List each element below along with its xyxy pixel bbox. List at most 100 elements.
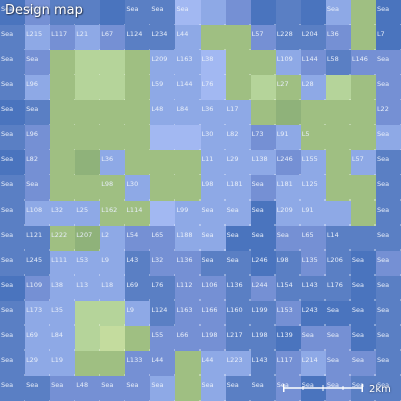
map-cell[interactable] xyxy=(150,200,176,226)
map-cell[interactable] xyxy=(350,125,376,151)
sea-cell[interactable]: Sea xyxy=(375,225,401,251)
sea-cell[interactable]: Sea xyxy=(125,0,151,26)
land-cell[interactable]: L25 xyxy=(75,200,101,226)
land-cell[interactable]: L217 xyxy=(225,325,251,351)
map-cell[interactable] xyxy=(150,150,176,176)
land-cell[interactable]: L76 xyxy=(150,275,176,301)
map-cell[interactable] xyxy=(75,300,101,326)
map-cell[interactable] xyxy=(125,50,151,76)
land-cell[interactable]: L98 xyxy=(275,250,301,276)
land-cell[interactable]: L17 xyxy=(225,100,251,126)
sea-cell[interactable]: Sea xyxy=(0,25,26,51)
land-cell[interactable]: L162 xyxy=(100,200,126,226)
land-cell[interactable]: L7 xyxy=(375,25,401,51)
land-cell[interactable]: L73 xyxy=(250,125,276,151)
map-cell[interactable] xyxy=(100,325,126,351)
land-cell[interactable]: L65 xyxy=(300,225,326,251)
land-cell[interactable]: L96 xyxy=(25,125,51,151)
land-cell[interactable]: L54 xyxy=(125,225,151,251)
land-cell[interactable]: L11 xyxy=(200,150,226,176)
land-cell[interactable]: L30 xyxy=(200,125,226,151)
map-cell[interactable] xyxy=(325,200,351,226)
map-cell[interactable] xyxy=(125,100,151,126)
land-cell[interactable]: L18 xyxy=(100,275,126,301)
land-cell[interactable]: L121 xyxy=(25,225,51,251)
sea-cell[interactable]: Sea xyxy=(200,225,226,251)
sea-cell[interactable]: Sea xyxy=(25,50,51,76)
sea-cell[interactable]: Sea xyxy=(375,150,401,176)
land-cell[interactable]: L19 xyxy=(50,350,76,376)
land-cell[interactable]: L14 xyxy=(325,225,351,251)
land-cell[interactable]: L245 xyxy=(25,250,51,276)
sea-cell[interactable]: Sea xyxy=(375,250,401,276)
land-cell[interactable]: L13 xyxy=(75,275,101,301)
map-cell[interactable] xyxy=(225,50,251,76)
land-cell[interactable]: L223 xyxy=(225,350,251,376)
land-cell[interactable]: L57 xyxy=(350,150,376,176)
land-cell[interactable]: L244 xyxy=(250,275,276,301)
land-cell[interactable]: L21 xyxy=(75,25,101,51)
sea-cell[interactable]: Sea xyxy=(375,375,401,401)
land-cell[interactable]: L32 xyxy=(50,200,76,226)
land-cell[interactable]: L136 xyxy=(175,250,201,276)
land-cell[interactable]: L91 xyxy=(275,125,301,151)
land-cell[interactable]: L84 xyxy=(50,325,76,351)
land-cell[interactable]: L176 xyxy=(325,275,351,301)
land-cell[interactable]: L66 xyxy=(175,325,201,351)
map-cell[interactable] xyxy=(175,125,201,151)
sea-cell[interactable]: Sea xyxy=(150,375,176,401)
sea-cell[interactable]: Sea xyxy=(125,375,151,401)
map-cell[interactable] xyxy=(350,75,376,101)
land-cell[interactable]: L82 xyxy=(225,125,251,151)
land-cell[interactable]: L146 xyxy=(350,50,376,76)
land-cell[interactable]: L76 xyxy=(200,75,226,101)
map-cell[interactable] xyxy=(250,100,276,126)
land-cell[interactable]: L29 xyxy=(25,350,51,376)
sea-cell[interactable]: Sea xyxy=(225,225,251,251)
land-cell[interactable]: L234 xyxy=(150,25,176,51)
land-cell[interactable]: L155 xyxy=(300,150,326,176)
land-cell[interactable]: L198 xyxy=(250,325,276,351)
land-cell[interactable]: L214 xyxy=(300,350,326,376)
land-cell[interactable]: L246 xyxy=(250,250,276,276)
map-cell[interactable] xyxy=(75,100,101,126)
land-cell[interactable]: L32 xyxy=(150,250,176,276)
land-cell[interactable]: L58 xyxy=(325,50,351,76)
land-cell[interactable]: L124 xyxy=(150,300,176,326)
map-cell[interactable] xyxy=(100,75,126,101)
land-cell[interactable]: L163 xyxy=(175,300,201,326)
map-cell[interactable] xyxy=(100,300,126,326)
sea-cell[interactable]: Sea xyxy=(375,275,401,301)
sea-cell[interactable]: Sea xyxy=(275,225,301,251)
map-cell[interactable] xyxy=(75,0,101,26)
land-cell[interactable]: L109 xyxy=(25,275,51,301)
land-cell[interactable]: L243 xyxy=(300,300,326,326)
sea-cell[interactable]: Sea xyxy=(25,100,51,126)
sea-cell[interactable]: Sea xyxy=(0,150,26,176)
land-cell[interactable]: L59 xyxy=(150,75,176,101)
sea-cell[interactable]: Sea xyxy=(200,200,226,226)
land-cell[interactable]: L181 xyxy=(225,175,251,201)
land-cell[interactable]: L114 xyxy=(125,200,151,226)
sea-cell[interactable]: Sea xyxy=(225,375,251,401)
map-cell[interactable] xyxy=(125,150,151,176)
sea-cell[interactable]: Sea xyxy=(0,125,26,151)
map-cell[interactable] xyxy=(75,125,101,151)
sea-cell[interactable]: Sea xyxy=(375,200,401,226)
sea-cell[interactable]: Sea xyxy=(350,250,376,276)
sea-cell[interactable]: Sea xyxy=(350,350,376,376)
map-cell[interactable] xyxy=(175,375,201,401)
land-cell[interactable]: L199 xyxy=(250,300,276,326)
map-cell[interactable] xyxy=(250,75,276,101)
land-cell[interactable]: L209 xyxy=(150,50,176,76)
land-cell[interactable]: L144 xyxy=(175,75,201,101)
land-cell[interactable]: L27 xyxy=(275,75,301,101)
sea-cell[interactable]: Sea xyxy=(150,0,176,26)
land-cell[interactable]: L215 xyxy=(25,25,51,51)
map-cell[interactable] xyxy=(250,0,276,26)
land-cell[interactable]: L69 xyxy=(125,275,151,301)
land-cell[interactable]: L44 xyxy=(175,25,201,51)
land-cell[interactable]: L144 xyxy=(300,50,326,76)
land-cell[interactable]: L163 xyxy=(175,50,201,76)
land-cell[interactable]: L65 xyxy=(150,225,176,251)
